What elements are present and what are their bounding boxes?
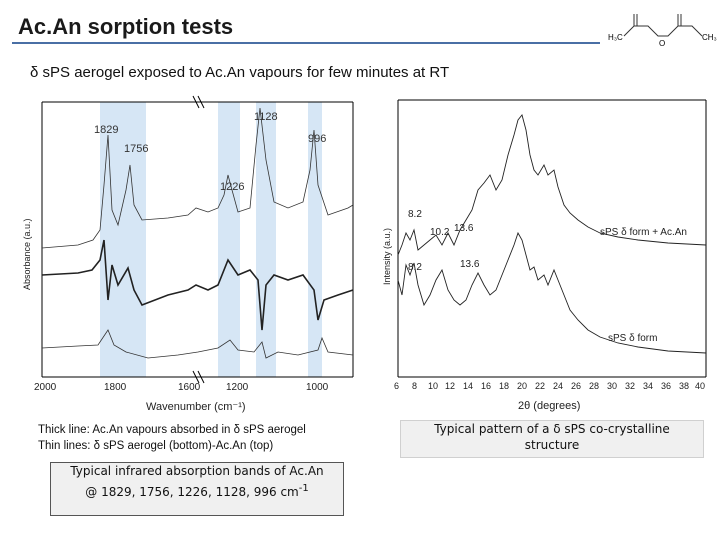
ir-bands-line2: @ 1829, 1756, 1226, 1128, 996 cm-1 [51,480,343,501]
xrd-xtick: 16 [481,381,491,391]
ir-trace-acan [41,107,354,249]
ir-peak-1829: 1829 [94,124,118,136]
xrd-pattern-chart: 8.2 10.2 13.6 8.2 13.6 sPS δ form + Ac.A… [382,99,707,412]
ir-trace-sorbed [41,239,354,331]
xrd-bottom-peak-13-6: 13.6 [460,259,480,270]
ir-peak-996: 996 [308,133,326,145]
xrd-top-peak-13-6: 13.6 [454,223,474,234]
ir-xtick-1200: 1200 [226,382,249,393]
ir-trace-sps [41,329,354,359]
ir-peak-1226: 1226 [220,181,244,193]
xrd-y-axis-label: Intensity (a.u.) [382,228,392,285]
ir-spectrum-chart: 1829 1756 1226 1128 996 2000 1800 1600 1… [22,95,354,413]
ir-bands-line1: Typical infrared absorption bands of Ac.… [70,464,324,478]
ir-caption: Thick line: Ac.An vapours absorbed in δ … [38,422,306,454]
xrd-top-peak-8-2: 8.2 [408,209,422,220]
xrd-caption: Typical pattern of a δ sPS co-crystallin… [400,420,704,458]
xrd-trace-bottom [397,231,707,354]
slide-title: Ac.An sorption tests [18,14,234,39]
xrd-top-peak-10-2: 10.2 [430,227,450,238]
ir-xtick-2000: 2000 [34,382,57,393]
xrd-xtick: 22 [535,381,545,391]
ir-bands-caption-box: Typical infrared absorption bands of Ac.… [50,462,344,516]
acetic-anhydride-structure: H₃C O CH₃ [608,14,717,48]
xrd-label-top: sPS δ form + Ac.An [600,227,687,238]
xrd-xtick: 34 [643,381,653,391]
xrd-xtick: 12 [445,381,455,391]
xrd-label-bottom: sPS δ form [608,333,657,344]
xrd-x-axis-label: 2θ (degrees) [518,400,580,412]
xrd-xtick: 38 [679,381,689,391]
xrd-caption-line2: structure [524,438,580,452]
highlight-band-996 [308,102,322,377]
xrd-xtick: 32 [625,381,635,391]
ir-caption-line2: Thin lines: δ sPS aerogel (bottom)-Ac.An… [38,440,274,452]
highlight-band-1128 [256,102,276,377]
xrd-xtick: 14 [463,381,473,391]
ir-xtick-1800: 1800 [104,382,127,393]
highlight-band-1226 [218,102,240,377]
molecule-center-atom: O [659,39,665,48]
ir-xtick-1600: 1600 [178,382,201,393]
xrd-trace-top [397,114,707,256]
xrd-xtick: 8 [412,381,417,391]
molecule-right-group: CH₃ [702,33,717,42]
ir-bands-unit-exponent: -1 [298,483,309,494]
xrd-bottom-peak-8-2: 8.2 [408,262,422,273]
xrd-xtick: 30 [607,381,617,391]
xrd-xtick: 28 [589,381,599,391]
ir-caption-line1: Thick line: Ac.An vapours absorbed in δ … [38,424,306,436]
molecule-left-group: H₃C [608,33,623,42]
xrd-xtick: 26 [571,381,581,391]
xrd-caption-line1: Typical pattern of a δ sPS co-crystallin… [434,422,670,436]
xrd-xtick: 18 [499,381,509,391]
ir-xtick-1000: 1000 [306,382,329,393]
xrd-xtick: 40 [695,381,705,391]
ir-peak-1756: 1756 [124,143,148,155]
xrd-xtick: 10 [428,381,438,391]
ir-bands-values: @ 1829, 1756, 1226, 1128, 996 cm [85,485,299,499]
xrd-xtick: 20 [517,381,527,391]
ir-x-axis-label: Wavenumber (cm⁻¹) [146,401,246,413]
xrd-xtick: 36 [661,381,671,391]
xrd-x-ticks: 6 8 10 12 14 16 18 20 22 24 26 28 30 32 … [394,381,705,391]
ir-y-axis-label: Absorbance (a.u.) [22,218,32,290]
xrd-xtick: 6 [394,381,399,391]
subtitle: δ sPS aerogel exposed to Ac.An vapours f… [30,64,450,81]
ir-peak-1128: 1128 [254,111,278,123]
xrd-xtick: 24 [553,381,563,391]
title-underline [12,42,600,44]
